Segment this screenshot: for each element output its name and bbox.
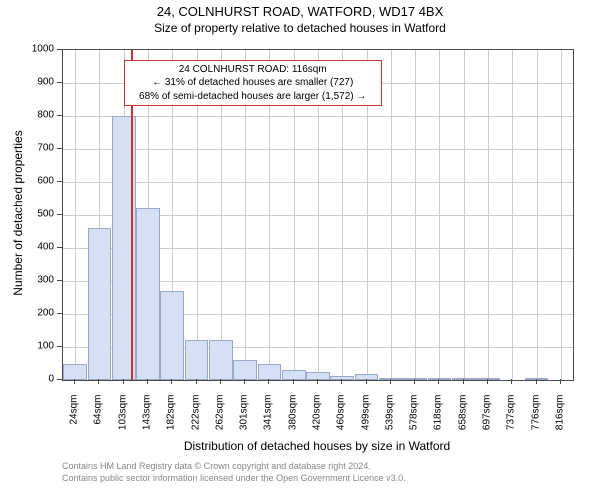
annotation-line: 68% of semi-detached houses are larger (…	[129, 90, 377, 104]
y-tick-mark	[57, 49, 62, 50]
histogram-bar	[185, 340, 209, 380]
chart-subtitle: Size of property relative to detached ho…	[0, 21, 600, 35]
grid-line	[488, 50, 489, 380]
footer-line1: Contains HM Land Registry data © Crown c…	[62, 461, 406, 473]
y-tick-mark	[57, 115, 62, 116]
grid-line	[391, 50, 392, 380]
y-tick-mark	[57, 379, 62, 380]
x-tick-mark	[438, 379, 439, 384]
y-tick-label: 600	[0, 176, 54, 187]
histogram-bar	[88, 228, 112, 380]
y-tick-mark	[57, 346, 62, 347]
y-tick-label: 400	[0, 242, 54, 253]
annotation-box: 24 COLNHURST ROAD: 116sqm← 31% of detach…	[124, 60, 382, 107]
annotation-line: 24 COLNHURST ROAD: 116sqm	[129, 63, 377, 77]
y-tick-mark	[57, 214, 62, 215]
y-tick-label: 100	[0, 341, 54, 352]
x-tick-mark	[317, 379, 318, 384]
x-tick-mark	[171, 379, 172, 384]
histogram-bar	[282, 370, 306, 380]
x-tick-mark	[293, 379, 294, 384]
histogram-bar	[258, 364, 282, 381]
y-tick-label: 300	[0, 275, 54, 286]
y-tick-mark	[57, 148, 62, 149]
x-tick-mark	[98, 379, 99, 384]
histogram-bar	[233, 360, 257, 380]
y-tick-label: 1000	[0, 44, 54, 55]
x-axis-label: Distribution of detached houses by size …	[62, 439, 572, 453]
x-tick-mark	[511, 379, 512, 384]
x-tick-mark	[268, 379, 269, 384]
footer-line2: Contains public sector information licen…	[62, 473, 406, 485]
x-tick-mark	[341, 379, 342, 384]
chart-title: 24, COLNHURST ROAD, WATFORD, WD17 4BX	[0, 4, 600, 19]
grid-line	[537, 50, 538, 380]
x-tick-mark	[366, 379, 367, 384]
y-tick-label: 900	[0, 77, 54, 88]
x-tick-mark	[244, 379, 245, 384]
histogram-bar	[63, 364, 87, 380]
chart-container: 24, COLNHURST ROAD, WATFORD, WD17 4BX Si…	[0, 4, 600, 504]
grid-line	[561, 50, 562, 380]
x-tick-mark	[147, 379, 148, 384]
x-tick-mark	[74, 379, 75, 384]
y-tick-mark	[57, 280, 62, 281]
x-tick-mark	[220, 379, 221, 384]
grid-line	[512, 50, 513, 380]
histogram-bar	[379, 378, 403, 380]
y-tick-label: 0	[0, 374, 54, 385]
histogram-bar	[209, 340, 233, 380]
plot-area: 24 COLNHURST ROAD: 116sqm← 31% of detach…	[62, 49, 574, 381]
x-tick-mark	[560, 379, 561, 384]
y-tick-mark	[57, 82, 62, 83]
y-tick-mark	[57, 313, 62, 314]
x-tick-mark	[487, 379, 488, 384]
x-tick-mark	[414, 379, 415, 384]
y-tick-label: 200	[0, 308, 54, 319]
y-tick-label: 500	[0, 209, 54, 220]
grid-line	[439, 50, 440, 380]
grid-line	[464, 50, 465, 380]
histogram-bar	[136, 208, 160, 380]
x-tick-mark	[123, 379, 124, 384]
x-tick-mark	[196, 379, 197, 384]
y-tick-label: 700	[0, 143, 54, 154]
footer-attribution: Contains HM Land Registry data © Crown c…	[62, 461, 406, 484]
y-tick-mark	[57, 181, 62, 182]
grid-line	[75, 50, 76, 380]
x-tick-mark	[390, 379, 391, 384]
annotation-line: ← 31% of detached houses are smaller (72…	[129, 76, 377, 90]
histogram-bar	[452, 378, 476, 380]
x-tick-mark	[536, 379, 537, 384]
histogram-bar	[160, 291, 184, 380]
y-tick-label: 800	[0, 110, 54, 121]
y-axis-label: Number of detached properties	[11, 48, 25, 378]
y-tick-mark	[57, 247, 62, 248]
x-tick-mark	[463, 379, 464, 384]
grid-line	[415, 50, 416, 380]
